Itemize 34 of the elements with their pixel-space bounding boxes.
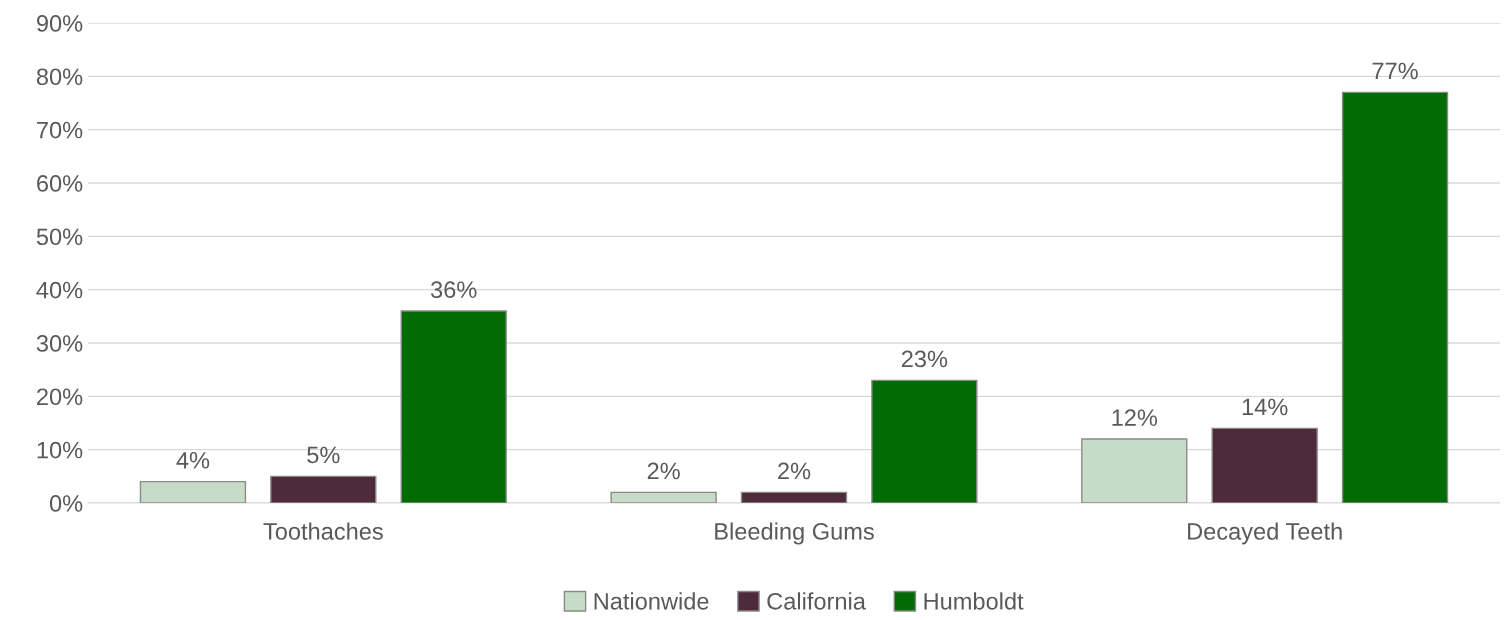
data-label: 2%: [778, 462, 811, 480]
x-tick-label: Toothaches: [263, 522, 383, 540]
legend-label: Nationwide: [594, 592, 709, 610]
bar: [871, 379, 978, 503]
bar: [270, 475, 377, 503]
legend-label: California: [767, 592, 866, 610]
bar: [1341, 91, 1449, 503]
y-tick-label: 10%: [37, 441, 83, 459]
y-tick-label: 20%: [37, 388, 83, 406]
y-tick-label: 0%: [49, 495, 83, 512]
data-label: 5%: [307, 446, 340, 464]
data-label: 14%: [1242, 398, 1288, 416]
bar: [1211, 427, 1318, 503]
data-label: 36%: [430, 281, 477, 298]
x-tick-label: Bleeding Gums: [715, 522, 874, 545]
y-tick-label: 30%: [36, 335, 83, 352]
data-label: 23%: [901, 350, 948, 368]
y-tick-label: 50%: [36, 228, 83, 246]
y-tick-label: 60%: [37, 175, 83, 192]
y-tick-label: 70%: [37, 121, 83, 139]
data-label: 12%: [1112, 409, 1158, 426]
y-tick-label: 90%: [36, 15, 83, 32]
bar: [1081, 438, 1188, 503]
data-label: 2%: [647, 462, 680, 480]
y-tick-label: 40%: [36, 281, 83, 299]
bar: [610, 491, 717, 503]
legend-label: Humboldt: [924, 592, 1024, 610]
y-tick-label: 80%: [36, 68, 83, 86]
bar: [400, 310, 507, 503]
x-tick-label: Decayed Teeth: [1188, 522, 1342, 545]
bar: [139, 480, 247, 503]
data-label: 77%: [1372, 62, 1418, 80]
data-label: 4%: [176, 452, 210, 469]
bar: [740, 491, 848, 503]
